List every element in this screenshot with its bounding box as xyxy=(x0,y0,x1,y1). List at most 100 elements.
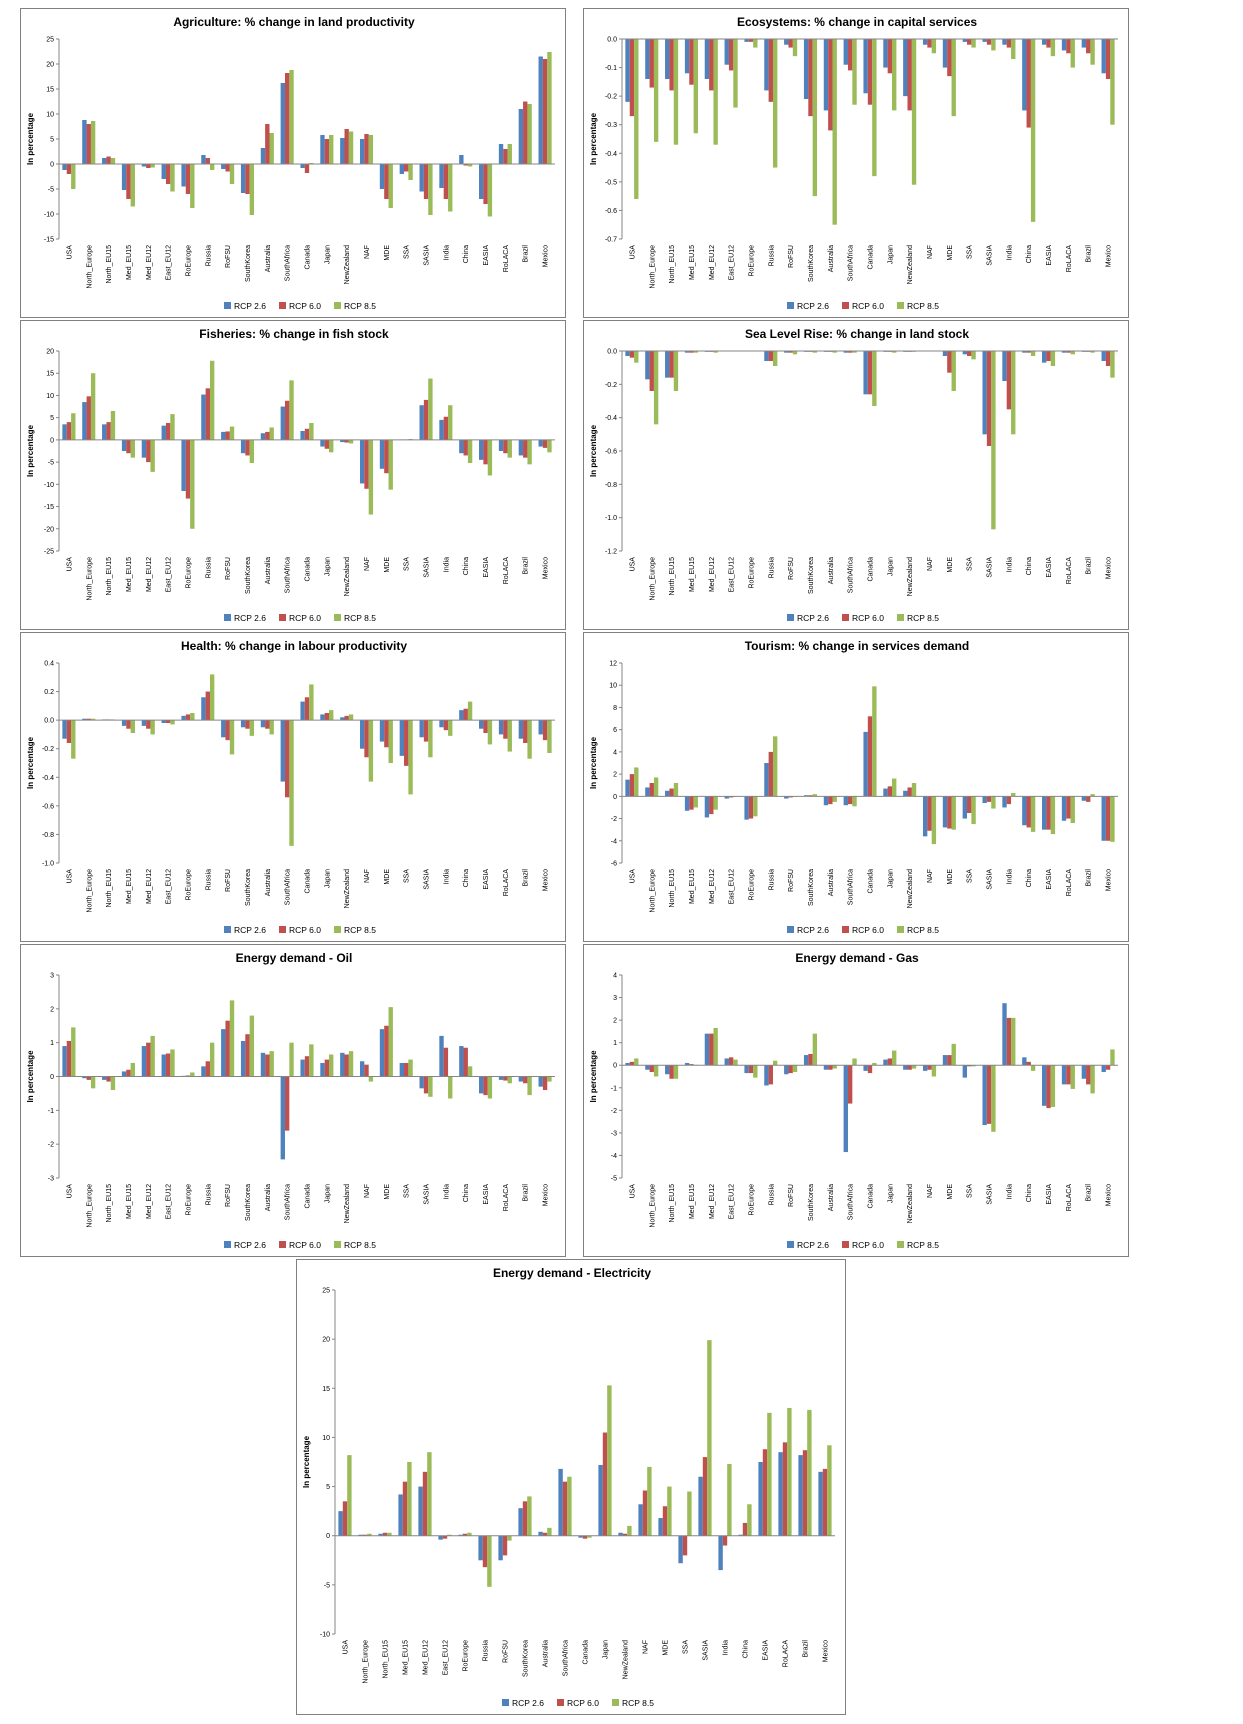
bar-rcp-6-0-east-eu12 xyxy=(165,164,171,184)
legend-swatch xyxy=(787,926,794,933)
legend-swatch xyxy=(224,614,231,621)
y-tick-label: -0.4 xyxy=(605,415,617,422)
bar-rcp-6-0-southafrica xyxy=(847,39,853,71)
y-axis-label: In percentage xyxy=(26,112,35,165)
bar-rcp-2-6-north-europe xyxy=(82,402,87,440)
bar-rcp-8-5-naf xyxy=(931,1065,937,1077)
bar-rcp-2-6-canada xyxy=(863,1065,868,1071)
bar-rcp-8-5-india xyxy=(1011,39,1016,59)
x-tick-label: SSA xyxy=(404,1184,411,1198)
bar-rcp-2-6-southafrica xyxy=(280,1076,285,1160)
legend-swatch xyxy=(279,302,286,309)
bar-rcp-6-0-rofsu xyxy=(788,1065,793,1074)
chart-title: Sea Level Rise: % change in land stock xyxy=(745,327,969,341)
x-tick-label: Australia xyxy=(828,245,835,272)
bar-rcp-8-5-rofsu xyxy=(792,39,798,57)
bar-rcp-6-0-north-eu15 xyxy=(669,39,674,91)
bar-rcp-2-6-mexico xyxy=(1101,796,1106,841)
x-tick-label: RoLACA xyxy=(783,1640,790,1668)
legend-swatch xyxy=(279,1241,286,1248)
bar-rcp-6-0-easia xyxy=(1046,39,1051,48)
bar-rcp-6-0-japan xyxy=(324,439,330,449)
bar-rcp-6-0-north-eu15 xyxy=(106,1076,111,1082)
bar-rcp-2-6-med-eu12 xyxy=(141,720,147,726)
bar-rcp-2-6-canada xyxy=(863,731,868,797)
bar-rcp-8-5-mexico xyxy=(547,1076,552,1082)
bar-rcp-8-5-ssa xyxy=(971,796,976,825)
x-tick-label: North_Europe xyxy=(649,1184,656,1228)
y-tick-label: -2 xyxy=(611,1108,617,1115)
bar-rcp-2-6-med-eu15 xyxy=(121,720,127,726)
bar-rcp-6-0-easia xyxy=(483,1076,488,1096)
y-tick-label: 5 xyxy=(326,1484,330,1491)
y-tick-label: 5 xyxy=(50,137,54,144)
bar-rcp-8-5-mde xyxy=(388,720,393,763)
y-tick-label: -5 xyxy=(48,460,54,467)
y-tick-label: -10 xyxy=(320,1632,330,1639)
bar-rcp-2-6-ssa xyxy=(962,351,968,355)
bar-rcp-2-6-rolaca xyxy=(1061,351,1067,353)
bar-rcp-6-0-naf xyxy=(927,796,932,831)
bar-rcp-2-6-rofsu xyxy=(784,1065,789,1075)
bar-rcp-2-6-mde xyxy=(379,439,385,469)
bar-rcp-8-5-japan xyxy=(607,1385,612,1536)
bar-rcp-2-6-roeurope xyxy=(181,715,186,721)
x-tick-label: East_EU12 xyxy=(443,1640,450,1676)
bar-rcp-8-5-china xyxy=(467,164,473,167)
bar-rcp-2-6-rofsu xyxy=(784,39,789,45)
x-tick-label: India xyxy=(443,245,450,260)
bar-rcp-2-6-north-eu15 xyxy=(102,158,107,164)
y-tick-label: -5 xyxy=(324,1582,330,1589)
bar-rcp-6-0-canada xyxy=(867,716,873,797)
bar-rcp-2-6-russia xyxy=(201,394,206,440)
x-tick-label: Japan xyxy=(887,245,894,264)
bar-rcp-8-5-rolaca xyxy=(507,144,512,164)
bar-rcp-8-5-easia xyxy=(487,720,493,745)
x-tick-label: SouthAfrica xyxy=(563,1640,570,1676)
bar-rcp-2-6-med-eu15 xyxy=(684,39,690,74)
legend-label: RCP 8.5 xyxy=(622,1698,654,1708)
x-tick-label: Russia xyxy=(205,1184,212,1206)
bar-rcp-8-5-med-eu15 xyxy=(693,796,698,808)
legend-swatch xyxy=(787,1241,794,1248)
bar-rcp-2-6-russia xyxy=(764,39,769,91)
bar-rcp-6-0-sasia xyxy=(702,1457,708,1536)
bar-rcp-2-6-med-eu15 xyxy=(684,1062,690,1066)
y-tick-label: -0.5 xyxy=(605,179,617,186)
bar-rcp-8-5-usa xyxy=(71,1027,76,1077)
bar-rcp-2-6-naf xyxy=(922,796,928,837)
bar-rcp-6-0-ssa xyxy=(404,164,409,172)
panel-tourism: Tourism: % change in services demand In p… xyxy=(583,632,1129,942)
bar-rcp-2-6-rofsu xyxy=(221,164,226,169)
y-axis-label: In percentage xyxy=(589,1050,598,1103)
bar-rcp-6-0-china xyxy=(463,708,468,721)
x-tick-label: NAF xyxy=(927,245,934,259)
bar-rcp-8-5-north-europe xyxy=(653,39,659,142)
x-tick-label: India xyxy=(443,869,450,884)
bar-rcp-8-5-sasia xyxy=(707,1340,712,1536)
x-tick-label: SouthKorea xyxy=(808,245,815,282)
y-tick-label: -1 xyxy=(48,1108,54,1115)
x-tick-label: RoEurope xyxy=(748,869,755,901)
x-tick-label: Mexico xyxy=(823,1640,830,1662)
bar-rcp-6-0-med-eu15 xyxy=(689,796,694,810)
bar-rcp-6-0-rolaca xyxy=(503,439,508,454)
bar-rcp-6-0-newzealand xyxy=(344,1054,349,1077)
bar-rcp-6-0-china xyxy=(1026,796,1031,828)
bar-rcp-2-6-med-eu15 xyxy=(121,1071,127,1077)
x-tick-label: Australia xyxy=(828,557,835,584)
bar-rcp-8-5-japan xyxy=(329,135,334,164)
panel-energy-electricity: Energy demand - Electricity In percentage… xyxy=(296,1259,846,1715)
bar-rcp-2-6-russia xyxy=(201,155,206,164)
bar-rcp-6-0-ssa xyxy=(404,1062,409,1077)
bar-rcp-2-6-china xyxy=(1022,39,1027,111)
x-tick-label: SSA xyxy=(404,245,411,259)
x-tick-label: SASIA xyxy=(703,1640,710,1661)
x-tick-label: MDE xyxy=(947,1184,954,1200)
x-tick-label: RoFSU xyxy=(225,869,232,892)
bar-rcp-8-5-canada xyxy=(872,1062,877,1066)
bar-rcp-6-0-japan xyxy=(602,1432,608,1536)
x-tick-label: Mexico xyxy=(1106,557,1113,579)
x-tick-label: SouthAfrica xyxy=(848,869,855,905)
x-tick-label: Russia xyxy=(768,557,775,579)
